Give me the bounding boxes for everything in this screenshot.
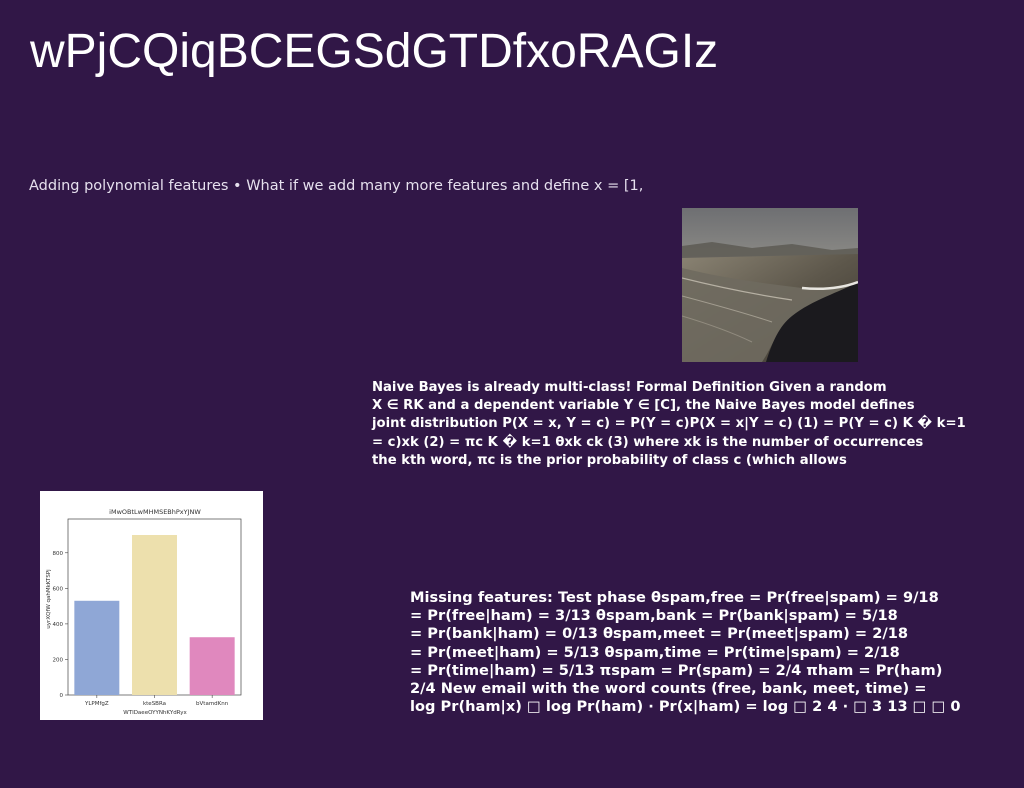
slide-subtitle: Adding polynomial features • What if we … xyxy=(29,178,644,194)
text-line: = Pr(meet|ham) = 5/13 θspam,time = Pr(ti… xyxy=(410,643,900,661)
y-tick-label: 0 xyxy=(60,693,64,699)
bar xyxy=(189,637,235,695)
chart-y-axis-label: uyrXQfW qahMkKTSPj xyxy=(46,569,52,629)
text-line: joint distribution P(X = x, Y = c) = P(Y… xyxy=(372,416,966,432)
text-line: = Pr(free|ham) = 3/13 θspam,bank = Pr(ba… xyxy=(410,607,898,625)
text-line: the kth word, πc is the prior probabilit… xyxy=(372,452,847,468)
bar xyxy=(74,600,120,695)
bar xyxy=(132,535,177,695)
bar-chart: iMwOBtLwMHMSEBhPxYJNW uyrXQfW qahMkKTSPj… xyxy=(46,508,242,716)
x-tick-label: bVtamdKnn xyxy=(196,701,229,707)
text-line: = c)xk (2) = πc K � k=1 θxk ck (3) where… xyxy=(372,434,924,450)
chart-title: iMwOBtLwMHMSEBhPxYJNW xyxy=(109,508,201,516)
text-line: X ∈ RK and a dependent variable Y ∈ [C],… xyxy=(372,398,915,414)
bar-chart-panel: iMwOBtLwMHMSEBhPxYJNW uyrXQfW qahMkKTSPj… xyxy=(40,491,263,720)
y-tick-label: 800 xyxy=(53,551,64,557)
missing-features-paragraph: Missing features: Test phase θspam,free … xyxy=(410,589,1024,716)
y-tick-label: 600 xyxy=(53,586,64,592)
naive-bayes-paragraph: Naive Bayes is already multi-class! Form… xyxy=(372,379,972,470)
text-line: = Pr(bank|ham) = 0/13 θspam,meet = Pr(me… xyxy=(410,625,909,643)
page-title: wPjCQiqBCEGSdGTDfxoRAGIz xyxy=(30,25,719,78)
x-tick-label: kteSBRa xyxy=(143,701,166,707)
text-line: = Pr(time|ham) = 5/13 πspam = Pr(spam) =… xyxy=(410,661,943,679)
y-tick-label: 400 xyxy=(53,622,64,628)
text-line: Naive Bayes is already multi-class! Form… xyxy=(372,380,887,395)
beach-photo xyxy=(682,208,858,362)
text-line: Missing features: Test phase θspam,free … xyxy=(410,589,939,606)
x-tick-label: YLPMfgZ xyxy=(84,701,109,707)
text-line: 2/4 New email with the word counts (free… xyxy=(410,680,927,698)
y-tick-label: 200 xyxy=(53,657,64,663)
chart-x-axis-label: WTIDaeeOYYNhKYdRyx xyxy=(123,710,187,716)
text-line: log Pr(ham|x) □ log Pr(ham) · Pr(x|ham) … xyxy=(410,698,961,716)
